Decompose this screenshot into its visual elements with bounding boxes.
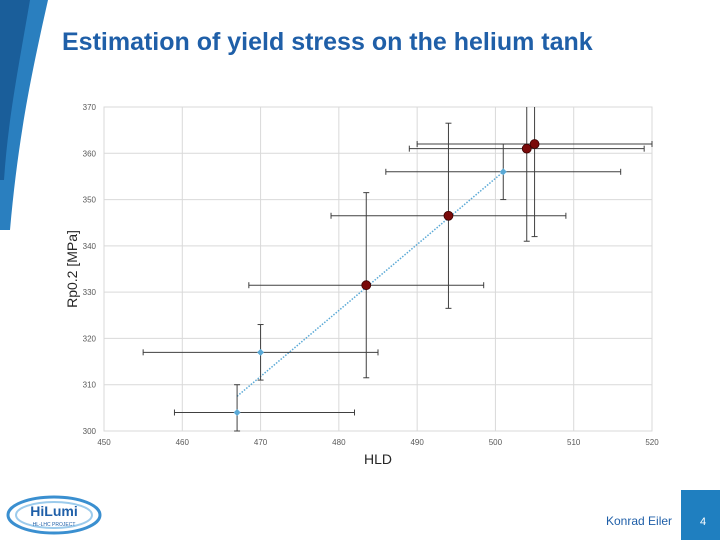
- author-name: Konrad Eiler: [606, 514, 673, 528]
- data-point-diamond: [257, 348, 265, 356]
- y-tick-label: 310: [83, 381, 97, 390]
- x-tick-label: 470: [254, 438, 268, 447]
- page-number: 4: [700, 516, 707, 528]
- x-tick-label: 480: [332, 438, 346, 447]
- x-tick-label: 450: [97, 438, 111, 447]
- x-tick-label: 460: [176, 438, 190, 447]
- hilumi-logo: HiLumi HL-LHC PROJECT: [6, 495, 102, 535]
- plot-area: [103, 106, 653, 432]
- y-tick-label: 340: [83, 242, 97, 251]
- y-tick-label: 350: [83, 196, 97, 205]
- page-number-bar: [681, 490, 720, 540]
- data-point-diamond: [233, 408, 241, 416]
- x-tick-label: 510: [567, 438, 581, 447]
- logo-subtext: HL-LHC PROJECT: [33, 522, 76, 528]
- y-tick-label: 360: [83, 149, 97, 158]
- x-axis-label: HLD: [364, 451, 392, 467]
- data-point-diamond: [499, 168, 507, 176]
- x-tick-label: 490: [410, 438, 424, 447]
- data-point-circle: [529, 139, 540, 149]
- y-tick-label: 370: [83, 103, 97, 112]
- y-tick-label: 330: [83, 288, 97, 297]
- data-point-circle: [361, 280, 372, 291]
- x-tick-label: 520: [645, 438, 659, 447]
- slide-title: Estimation of yield stress on the helium…: [62, 28, 593, 56]
- y-tick-label: 320: [83, 334, 97, 343]
- x-tick-label: 500: [489, 438, 503, 447]
- y-tick-label: 300: [83, 427, 97, 436]
- data-point-circle: [521, 143, 532, 154]
- data-point-circle: [443, 210, 454, 221]
- decorative-swoosh: [0, 0, 48, 230]
- logo-text: HiLumi: [30, 503, 77, 519]
- y-axis-label: Rp0.2 [MPa]: [64, 230, 80, 308]
